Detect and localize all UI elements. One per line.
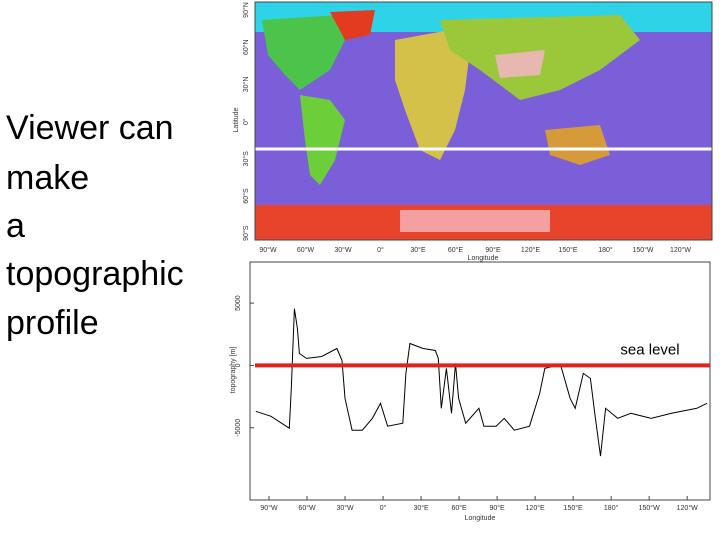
lon-label: 60°W [297, 246, 315, 254]
x-tick-label: 60°W [298, 504, 316, 512]
lon-label: 120°W [670, 246, 691, 254]
continent [330, 10, 375, 40]
x-tick-label: 150°E [564, 504, 583, 512]
lat-label: 60°S [242, 188, 250, 204]
plot-frame [249, 261, 711, 501]
x-tick-label: 120°E [526, 504, 545, 512]
lon-label: 180° [598, 246, 613, 254]
x-tick-label: 30°W [336, 504, 354, 512]
continent [262, 15, 345, 90]
slide-text: Viewer can make a topographic profile [6, 109, 184, 342]
lon-label: 120°E [521, 246, 540, 254]
x-tick-label: 0° [380, 504, 387, 512]
continent [395, 30, 470, 160]
y-tick-label: 0 [235, 363, 242, 367]
x-tick-label: 90°E [489, 504, 505, 512]
continent [545, 125, 610, 165]
x-tick-label: 180° [604, 504, 619, 512]
text-line: a [6, 207, 25, 245]
y-axis-label: topography [m] [230, 347, 237, 394]
map-frame [254, 1, 713, 241]
world-map [254, 1, 713, 241]
profile [255, 308, 708, 457]
text-line: profile [6, 304, 99, 342]
plateau [495, 50, 545, 78]
x-tick-label: 30°E [413, 504, 429, 512]
x-tick-label: 150°W [639, 504, 660, 512]
lat-label: 90°S [242, 225, 250, 241]
lon-label: 30°W [334, 246, 352, 254]
y-tick-label: 5000 [235, 295, 242, 311]
lon-label: 30°E [410, 246, 426, 254]
text-line: make [6, 159, 89, 197]
text-line: topographic [6, 255, 184, 293]
lon-label: 0° [377, 246, 384, 254]
lon-label: 60°E [448, 246, 464, 254]
lon-label: 150°W [632, 246, 653, 254]
continent [300, 95, 345, 185]
lon-label: 90°E [485, 246, 501, 254]
text-line: Viewer can [6, 109, 174, 147]
lat-label: 0° [242, 118, 250, 125]
lat-label: 30°N [242, 77, 250, 93]
lat-label: 30°S [242, 151, 250, 167]
x-tick-label: 120°W [677, 504, 698, 512]
lon-label: 150°E [558, 246, 577, 254]
antarctica-high [400, 210, 550, 232]
map-y-label: Latitude [233, 107, 240, 132]
lat-label: 60°N [242, 39, 250, 55]
sea-level-label: sea level [620, 341, 679, 358]
x-tick-label: 60°E [451, 504, 467, 512]
lat-label: 90°N [242, 2, 250, 18]
x-axis-label: Longitude [465, 515, 496, 522]
lon-label: 90°W [259, 246, 277, 254]
x-tick-label: 90°W [260, 504, 278, 512]
map-x-label: Longitude [468, 255, 499, 262]
y-tick-label: -5000 [235, 419, 242, 437]
